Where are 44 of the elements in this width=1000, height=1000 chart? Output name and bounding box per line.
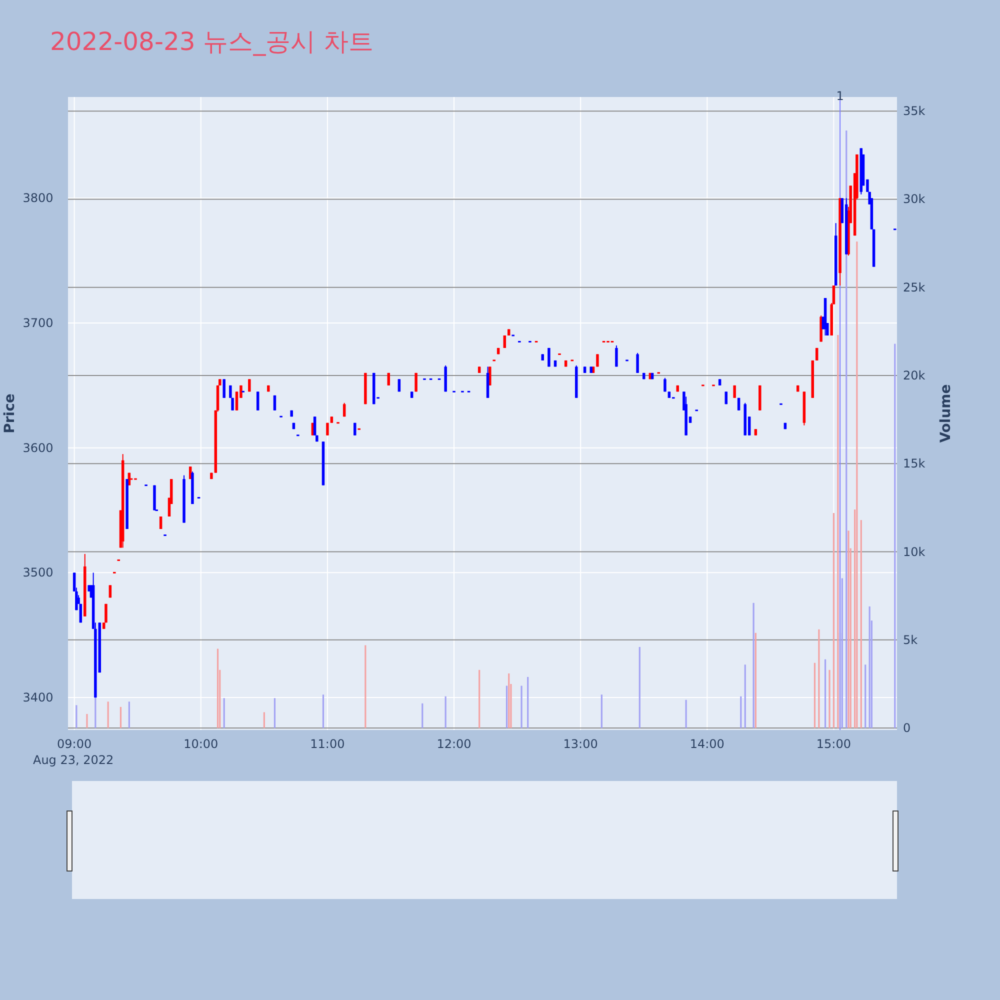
y2-tick-label: 20k — [903, 368, 926, 383]
candlestick — [615, 344, 618, 368]
y-tick-label: 3500 — [22, 566, 54, 580]
candlestick — [108, 584, 112, 598]
y2-tick-label: 10k — [903, 544, 926, 559]
y2-tick-label: 15k — [903, 456, 926, 471]
y2-tick-label: 0 — [903, 721, 911, 736]
x-tick-label: 11:00 — [310, 737, 345, 751]
x-tick-label: 14:00 — [690, 737, 724, 751]
x-tick-label: 10:00 — [184, 737, 218, 751]
chart-title: 2022-08-23 뉴스_공시 차트 — [50, 27, 374, 56]
y2-tick-label: 35k — [903, 104, 926, 118]
x-tick-label: 13:00 — [563, 737, 598, 751]
candlestick — [273, 394, 276, 411]
candlestick — [733, 384, 736, 398]
candlestick — [503, 334, 506, 348]
candlestick — [342, 402, 346, 418]
candlestick — [815, 347, 818, 361]
x-tick-label: 15:00 — [816, 737, 852, 751]
y-tick-label: 3800 — [22, 191, 54, 206]
candlestick — [354, 422, 356, 436]
y2-tick-label: 30k — [903, 192, 926, 206]
candlestick — [326, 422, 329, 436]
candlestick — [737, 397, 740, 411]
candlestick — [664, 377, 666, 392]
y2-axis-title: Volume — [938, 384, 954, 443]
candlestick — [387, 372, 390, 386]
candlestick — [222, 378, 226, 398]
candlestick — [398, 378, 401, 392]
x-tick-label: 12:00 — [436, 737, 472, 751]
candlestick — [636, 352, 639, 374]
ref-line-label: 1 — [836, 89, 844, 103]
y2-tick-label: 5k — [903, 632, 918, 647]
candlestick — [256, 391, 260, 411]
candlestick — [159, 516, 162, 529]
y-tick-label: 3700 — [22, 316, 54, 330]
candlestick — [596, 354, 599, 368]
y2-tick-label: 25k — [903, 280, 926, 294]
candlestick — [724, 391, 728, 405]
y-tick-label: 3600 — [22, 440, 54, 455]
x-tick-label: 09:00 Aug 23, 2022 — [32, 737, 114, 767]
candlestick — [248, 378, 251, 392]
y-axis-title: Price — [2, 394, 18, 434]
y-tick-label: 3400 — [22, 690, 54, 705]
